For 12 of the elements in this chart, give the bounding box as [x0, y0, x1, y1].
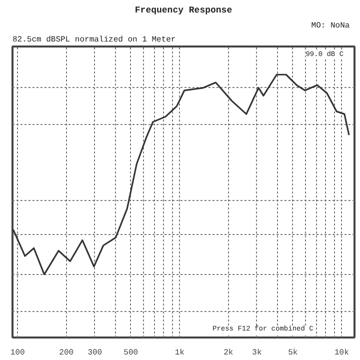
x-tick-label: 2k	[224, 348, 234, 358]
text: MO: NoNa	[311, 22, 350, 30]
chart-title: Frequency Response	[134, 6, 232, 16]
x-tick-label: 1k	[174, 348, 185, 358]
x-tick-label: 3k	[252, 348, 262, 358]
x-tick-label: 200	[59, 348, 74, 358]
x-tick-label: 300	[88, 348, 102, 358]
x-tick-label: 5k	[288, 348, 298, 358]
x-tick-label: 10k	[334, 348, 350, 358]
x-tick-label: 100	[10, 348, 26, 358]
x-tick-label: 500	[124, 348, 138, 358]
chart-subtitle: 82.5cm dBSPL normalized on 1 Meter	[12, 36, 176, 44]
